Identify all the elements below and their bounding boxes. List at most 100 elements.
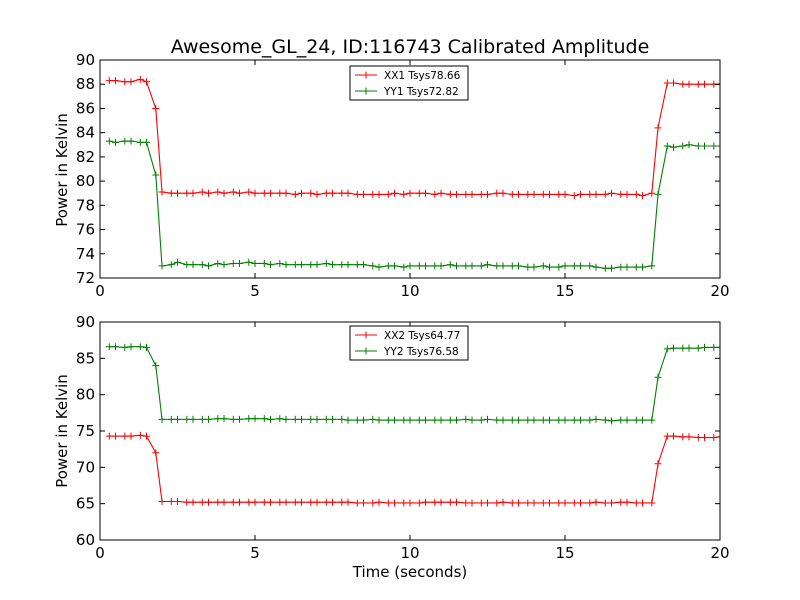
y-tick-label: 80 [76,172,95,190]
data-point [685,344,693,352]
data-point [400,263,408,271]
data-point [338,498,346,506]
data-point [484,415,491,423]
data-point [648,499,656,507]
x-tick-label: 5 [250,544,260,562]
data-point [298,261,305,269]
data-point [391,499,398,507]
data-point [143,78,150,86]
legend-marker [362,347,370,355]
data-point [267,261,274,269]
data-point [260,259,268,267]
data-point [384,190,392,198]
data-point [307,415,315,423]
bottom-ylabel: Power in Kelvin [53,374,71,488]
data-point [654,373,662,381]
data-point [220,189,228,197]
data-point [276,498,284,506]
data-point [167,497,175,505]
data-point [307,189,315,197]
data-point [685,80,693,88]
data-point [608,499,615,507]
data-point [453,498,460,506]
y-tick-label: 65 [76,495,95,513]
data-point [608,417,615,425]
data-point [539,499,547,507]
data-point [313,261,321,269]
y-tick-label: 90 [76,51,95,69]
x-tick-label: 15 [555,282,574,300]
y-tick-label: 84 [76,124,95,142]
data-point [586,190,594,198]
data-point [189,498,197,506]
data-point [546,499,553,507]
data-point [298,415,305,423]
data-point [515,190,522,198]
data-point [251,259,259,267]
data-point [136,431,144,439]
data-point [298,189,305,197]
data-point [462,190,470,198]
data-point [592,190,600,198]
data-point [639,263,646,271]
data-point [198,188,206,196]
data-point [245,498,253,506]
data-point [663,345,671,353]
data-point [282,498,290,506]
data-point [530,416,538,424]
data-point [245,415,253,423]
data-point [205,189,212,197]
data-point [105,432,113,440]
data-point [189,189,197,197]
data-point [189,415,197,423]
data-point [648,262,656,270]
data-point [601,190,609,198]
data-point [174,189,181,197]
data-point [136,75,144,83]
data-point [152,171,160,179]
data-point [127,78,135,86]
data-point [499,189,507,197]
data-point [344,189,352,197]
x-tick-label: 20 [710,544,729,562]
data-point [236,415,243,423]
data-point [685,433,693,441]
data-point [530,499,538,507]
data-point [322,189,330,197]
data-point [716,433,720,441]
data-point [338,415,346,423]
data-point [453,416,460,424]
data-point [577,190,584,198]
data-point [493,416,501,424]
data-point [555,499,563,507]
data-point [329,498,336,506]
y-tick-label: 88 [76,75,95,93]
data-point [167,189,175,197]
data-point [291,415,299,423]
x-tick-label: 0 [95,282,105,300]
data-point [375,498,383,506]
legend-box [349,325,469,361]
data-point [152,362,160,370]
data-point [189,261,197,269]
data-point [446,498,454,506]
data-point [710,343,718,351]
data-point [158,415,166,423]
data-point [127,137,135,145]
data-point [639,192,646,200]
data-point [267,189,274,197]
data-point [353,190,361,198]
data-point [524,190,532,198]
data-point [670,344,677,352]
data-point [561,499,569,507]
data-point [353,499,361,507]
data-point [375,263,383,271]
data-point [121,432,129,440]
data-point [499,498,507,506]
data-point [437,498,445,506]
data-point [251,189,259,197]
data-point [670,143,677,151]
series-xx [105,75,720,200]
data-point [632,190,640,198]
